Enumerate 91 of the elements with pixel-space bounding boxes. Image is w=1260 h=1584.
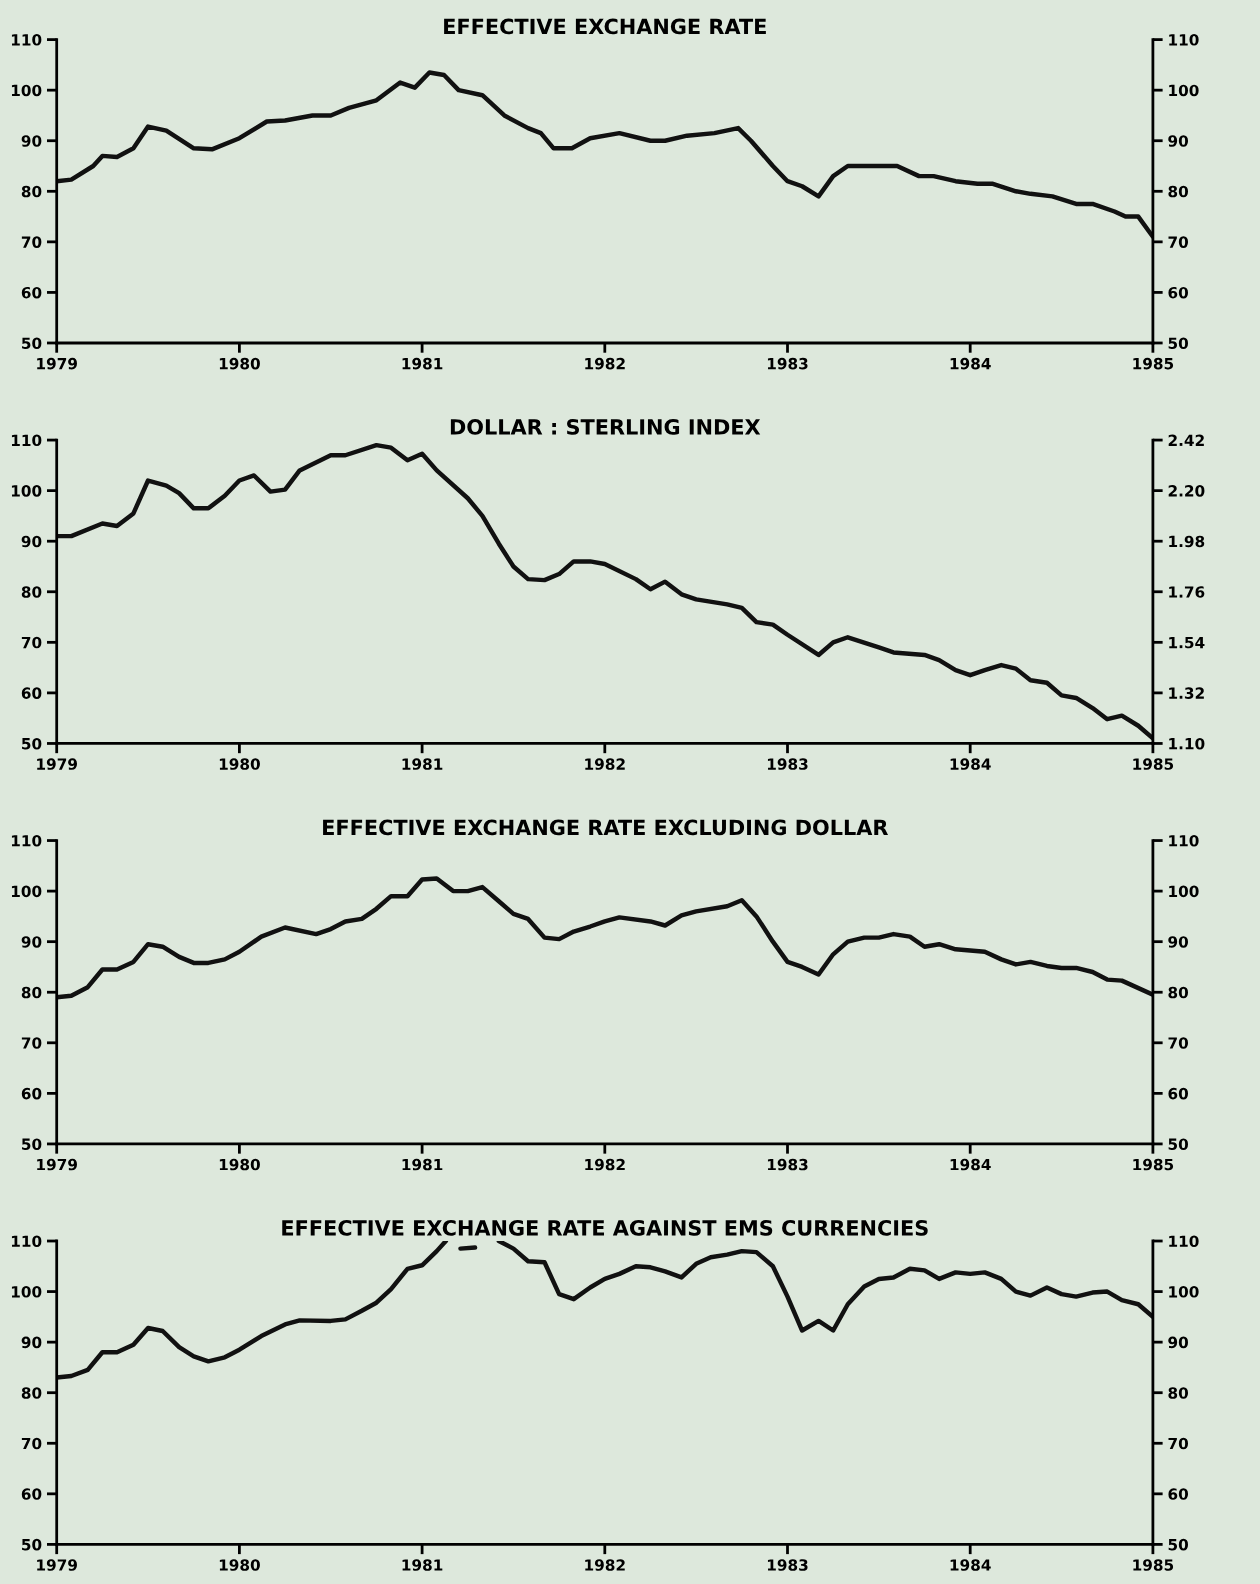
y-tick-label: 100 [11, 485, 42, 497]
y-tick-label: 60 [21, 687, 42, 699]
y2-tick-label: 70 [1168, 1037, 1189, 1049]
y-tick-label: 90 [21, 535, 42, 548]
y2-tick-label: 110 [1169, 34, 1199, 46]
x-tick-label: 1984 [950, 758, 991, 770]
x-tick-label: 1980 [219, 1559, 260, 1571]
x-tick-label: 1981 [402, 1559, 443, 1571]
y2-tick-label: 60 [1168, 1087, 1189, 1100]
x-tick-label: 1980 [219, 758, 260, 770]
y2-tick-label: 2.20 [1168, 485, 1205, 497]
y-tick-label: 60 [21, 1488, 42, 1500]
y2-tick-label: 100 [1169, 84, 1199, 97]
y2-tick-label: 110 [1169, 835, 1199, 847]
x-tick-label: 1984 [950, 357, 991, 370]
y-tick-label: 70 [21, 1437, 42, 1450]
x-tick-label: 1982 [585, 758, 625, 770]
y2-tick-label: 1.54 [1169, 636, 1205, 649]
x-tick-label: 1982 [585, 357, 625, 370]
x-tick-label: 1982 [585, 1559, 625, 1571]
line-series [56, 70, 1153, 240]
y-tick-label: 60 [21, 286, 42, 299]
x-tick-label: 1981 [402, 1158, 443, 1171]
y-tick-label: 70 [21, 1037, 42, 1049]
y-tick-label: 110 [11, 34, 42, 46]
y2-tick-label: 110 [1169, 1235, 1199, 1248]
y2-tick-label: 80 [1168, 185, 1189, 198]
y2-tick-label: 50 [1168, 1138, 1189, 1150]
x-tick-label: 1982 [585, 1158, 625, 1171]
chart-title: EFFECTIVE EXCHANGE RATE AGAINST EMS CURRENCIES [282, 1220, 928, 1236]
x-tick-label: 1985 [1133, 1559, 1174, 1571]
chart-title: EFFECTIVE EXCHANGE RATE EXCLUDING DOLLAR [323, 819, 889, 836]
x-tick-label: 1979 [37, 758, 77, 770]
y2-tick-label: 1.98 [1169, 535, 1205, 548]
y-tick-label: 80 [21, 986, 42, 999]
y2-tick-label: 60 [1168, 286, 1189, 299]
y-tick-label: 110 [11, 434, 42, 447]
x-tick-label: 1979 [37, 1559, 77, 1571]
y2-tick-label: 2.42 [1168, 434, 1204, 446]
y-tick-label: 110 [11, 835, 42, 847]
x-tick-label: 1983 [767, 1559, 808, 1571]
x-tick-label: 1985 [1133, 758, 1174, 770]
y2-tick-label: 50 [1168, 1538, 1189, 1551]
y2-tick-label: 80 [1168, 986, 1189, 999]
y2-tick-label: 70 [1168, 1437, 1189, 1450]
x-tick-label: 1980 [219, 1158, 260, 1171]
y2-tick-label: 100 [1169, 1286, 1199, 1298]
y2-tick-label: 1.32 [1169, 687, 1204, 699]
line-series [56, 442, 1153, 741]
y-tick-label: 90 [21, 135, 42, 147]
y2-tick-label: 70 [1168, 236, 1189, 248]
y-tick-label: 50 [22, 1538, 42, 1551]
y2-tick-label: 100 [1169, 885, 1199, 898]
x-tick-label: 1983 [767, 758, 808, 770]
x-tick-label: 1985 [1133, 1158, 1174, 1171]
y2-tick-label: 50 [1168, 337, 1189, 350]
y-tick-label: 80 [21, 586, 42, 598]
y2-tick-label: 60 [1168, 1488, 1189, 1500]
x-tick-label: 1983 [767, 357, 808, 370]
y-tick-label: 70 [21, 236, 42, 248]
x-tick-label: 1981 [402, 758, 443, 770]
x-tick-label: 1981 [402, 357, 443, 370]
x-tick-label: 1979 [37, 357, 77, 370]
chart-title: DOLLAR : STERLING INDEX [450, 419, 761, 435]
y-tick-label: 50 [22, 337, 42, 350]
y-tick-label: 100 [11, 1286, 42, 1298]
y2-tick-label: 80 [1168, 1387, 1189, 1399]
y-tick-label: 80 [21, 1387, 42, 1399]
x-tick-label: 1983 [767, 1158, 808, 1171]
x-tick-label: 1980 [219, 357, 260, 370]
y-tick-label: 100 [11, 84, 42, 97]
x-tick-label: 1984 [950, 1158, 991, 1171]
y-tick-label: 70 [21, 636, 42, 649]
chart-title: EFFECTIVE EXCHANGE RATE [444, 18, 766, 35]
y2-tick-label: 90 [1168, 1336, 1189, 1349]
x-tick-label: 1979 [37, 1158, 77, 1171]
line-series [56, 876, 1153, 1000]
y-tick-label: 90 [21, 1336, 42, 1349]
y2-tick-label: 90 [1168, 135, 1189, 147]
y-tick-label: 50 [22, 1138, 42, 1150]
y2-tick-label: 1.10 [1169, 737, 1205, 750]
y-tick-label: 100 [11, 885, 42, 898]
y2-tick-label: 1.76 [1169, 586, 1205, 598]
y-tick-label: 50 [22, 737, 42, 750]
x-tick-label: 1984 [950, 1559, 991, 1571]
y2-tick-label: 90 [1168, 936, 1189, 948]
x-tick-label: 1985 [1133, 357, 1174, 370]
y-tick-label: 90 [21, 936, 42, 948]
y-tick-label: 110 [11, 1235, 42, 1248]
y-tick-label: 80 [21, 185, 42, 198]
y-tick-label: 60 [21, 1087, 42, 1100]
